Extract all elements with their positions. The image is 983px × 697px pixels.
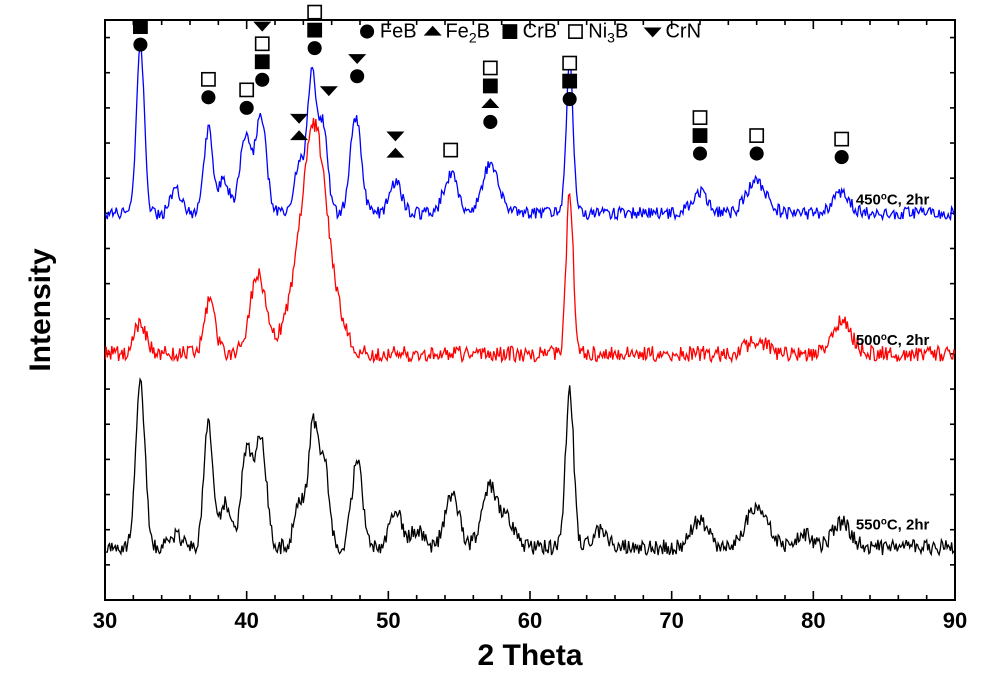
y-axis-label: Intensity [24, 248, 57, 372]
marker-Fe2B [292, 131, 306, 139]
marker-CrB [308, 24, 321, 37]
marker-CrN [388, 132, 402, 140]
marker-Ni3B [563, 56, 576, 69]
marker-FeB [694, 147, 706, 159]
legend-label-Fe2B: Fe2B [445, 21, 489, 46]
svg-text:50: 50 [376, 608, 400, 633]
legend-label-FeB: FeB [380, 21, 417, 43]
legend-label-CrN: CrN [665, 21, 701, 43]
marker-FeB [835, 151, 847, 163]
trace-550C [105, 379, 955, 555]
marker-FeB [202, 91, 214, 103]
legend-label-Ni3B: Ni3B [588, 21, 628, 46]
marker-CrB [503, 25, 516, 38]
marker-FeB [351, 70, 363, 82]
svg-text:80: 80 [801, 608, 825, 633]
marker-CrB [484, 79, 497, 92]
marker-FeB [750, 147, 762, 159]
svg-text:30: 30 [93, 608, 117, 633]
marker-FeB [484, 116, 496, 128]
marker-Ni3B [256, 37, 269, 50]
legend: FeB Fe2B CrB Ni3B CrN [361, 21, 701, 46]
marker-FeB [361, 25, 373, 37]
marker-CrB [563, 74, 576, 87]
marker-FeB [240, 102, 252, 114]
marker-Ni3B [308, 6, 321, 19]
marker-Ni3B [202, 73, 215, 86]
x-axis-label: 2 Theta [477, 639, 582, 672]
svg-text:70: 70 [659, 608, 683, 633]
marker-Ni3B [750, 129, 763, 142]
svg-text:90: 90 [943, 608, 967, 633]
marker-FeB [256, 74, 268, 86]
xrd-chart: 30 40 50 60 70 80 90 2 Theta Intensity 550oC, 2hr… [0, 0, 983, 697]
marker-Fe2B [388, 149, 402, 157]
marker-FeB [308, 42, 320, 54]
marker-Ni3B [484, 61, 497, 74]
svg-text:40: 40 [234, 608, 258, 633]
marker-FeB [134, 38, 146, 50]
marker-Ni3B [569, 25, 582, 38]
marker-CrN [255, 22, 269, 30]
legend-label-CrB: CrB [523, 21, 557, 43]
trace-label-450C: 450oC, 2hr [856, 192, 930, 209]
trace-450C [105, 46, 955, 219]
trace-label-500C: 500oC, 2hr [856, 332, 930, 349]
marker-CrN [350, 55, 364, 63]
svg-text:60: 60 [518, 608, 542, 633]
trace-label-550C: 550oC, 2hr [856, 517, 930, 534]
marker-CrB [693, 129, 706, 142]
marker-CrB [134, 20, 147, 33]
trace-500C [105, 118, 955, 362]
marker-Fe2B [425, 27, 439, 35]
marker-Ni3B [835, 132, 848, 145]
marker-CrN [322, 87, 336, 95]
marker-CrN [645, 28, 659, 36]
marker-Ni3B [444, 143, 457, 156]
marker-FeB [563, 93, 575, 105]
marker-CrB [256, 55, 269, 68]
marker-Ni3B [240, 83, 253, 96]
marker-Ni3B [693, 111, 706, 124]
marker-Fe2B [483, 99, 497, 107]
marker-CrN [292, 115, 306, 123]
